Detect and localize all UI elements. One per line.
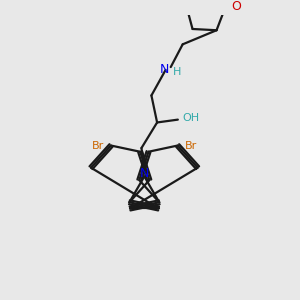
Text: O: O xyxy=(231,0,241,13)
Text: N: N xyxy=(160,63,169,76)
Text: Br: Br xyxy=(92,140,104,151)
Text: N: N xyxy=(140,167,149,179)
Text: H: H xyxy=(173,67,182,77)
Text: OH: OH xyxy=(183,113,200,123)
Text: Br: Br xyxy=(185,140,197,151)
